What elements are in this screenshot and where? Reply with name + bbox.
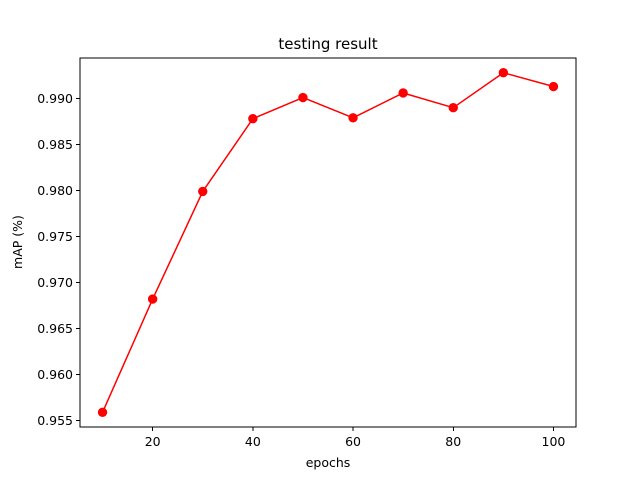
data-point bbox=[198, 186, 208, 197]
plot-area: 20 40 60 80 100 0.955 0.960 0.965 0.970 0.975 0.98… bbox=[37, 57, 577, 449]
y-axis-label: mAP (%) bbox=[10, 215, 25, 269]
y-tick-label: 0.975 bbox=[37, 229, 73, 244]
data-point bbox=[248, 114, 258, 124]
x-axis-label: epochs bbox=[306, 455, 351, 470]
y-tick-label: 0.965 bbox=[37, 321, 73, 336]
data-point bbox=[548, 81, 559, 92]
y-tick-label: 0.990 bbox=[37, 91, 73, 106]
y-tick-label: 0.970 bbox=[37, 275, 73, 290]
x-tick-label: 20 bbox=[145, 434, 161, 449]
data-point bbox=[348, 113, 358, 123]
y-tick-label: 0.980 bbox=[37, 183, 73, 198]
y-tick-label: 0.955 bbox=[37, 413, 73, 428]
series-line bbox=[101, 71, 554, 413]
x-tick-label: 40 bbox=[245, 434, 261, 449]
x-tick-label: 60 bbox=[345, 434, 361, 449]
data-point bbox=[498, 68, 509, 78]
data-point bbox=[97, 407, 108, 417]
data-point bbox=[398, 88, 408, 98]
y-tick-label: 0.985 bbox=[37, 137, 73, 152]
chart-title: testing result bbox=[278, 35, 377, 53]
x-tick-label: 100 bbox=[542, 434, 566, 449]
x-tick-label: 80 bbox=[445, 434, 461, 449]
data-point bbox=[448, 102, 458, 113]
y-tick-label: 0.960 bbox=[37, 367, 73, 382]
data-point bbox=[298, 92, 308, 103]
data-point bbox=[147, 294, 158, 304]
plot-frame bbox=[79, 57, 577, 428]
